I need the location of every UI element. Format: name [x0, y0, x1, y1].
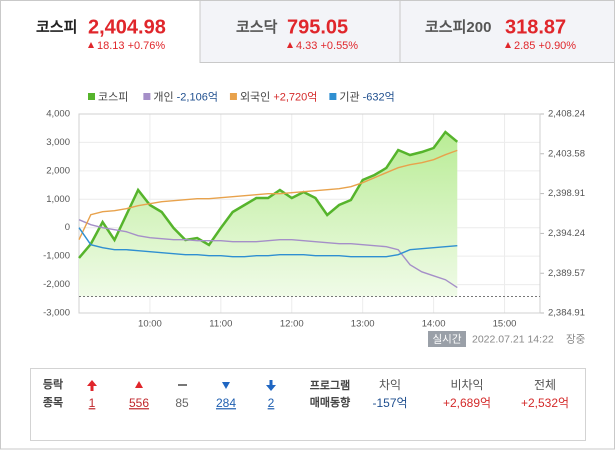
- y2-tick-label: 2,384.91: [548, 308, 585, 319]
- legend-swatch: [229, 93, 237, 100]
- x-tick-label: 10:00: [138, 319, 162, 330]
- tab[interactable]: [399, 0, 615, 63]
- y-tick-label: 2,000: [46, 165, 70, 176]
- y2-tick-label: 2,398.91: [548, 188, 585, 199]
- up-icon: [505, 42, 511, 48]
- legend-label: 외국인: [240, 90, 270, 103]
- down-icon: [222, 382, 230, 389]
- legend-total: +2,720억: [273, 90, 317, 103]
- flat-icon: [178, 384, 187, 386]
- index-name: 코스피: [36, 19, 77, 36]
- up-icon: [287, 42, 293, 48]
- y2-tick-label: 2,403.58: [548, 148, 585, 159]
- breadth-count[interactable]: 2: [268, 396, 275, 410]
- legend-total: -632억: [363, 90, 395, 103]
- x-tick-label: 13:00: [351, 319, 375, 330]
- index-value: 2,404.98: [88, 16, 166, 38]
- index-name: 코스닥: [236, 18, 278, 36]
- program-value: -157억: [372, 396, 407, 410]
- breadth-title: 종목: [43, 396, 63, 409]
- up-icon: [88, 42, 94, 48]
- summary-box: [30, 368, 586, 441]
- series-line: [78, 227, 458, 258]
- y-tick-label: -1,000: [43, 251, 70, 262]
- legend-label: 개인: [153, 90, 173, 103]
- up-icon: [135, 381, 143, 388]
- area: [79, 132, 458, 297]
- index-change: 4.33 +0.55%: [296, 40, 358, 52]
- program-label: 차익: [379, 378, 401, 392]
- legend-swatch: [329, 93, 337, 100]
- timestamp: 2022.07.21 14:22: [472, 333, 554, 345]
- series-line: [78, 149, 458, 240]
- y-tick-label: 1,000: [46, 194, 70, 205]
- button-label: 실시간: [433, 333, 462, 345]
- program-title: 매매동향: [310, 395, 350, 409]
- plot-border: [78, 113, 541, 314]
- limit-down-icon: [266, 380, 276, 391]
- y-tick-label: -3,000: [43, 308, 70, 319]
- legend-swatch: [88, 93, 95, 100]
- legend-swatch: [143, 93, 151, 100]
- index-value: 795.05: [287, 16, 348, 38]
- y-tick-label: -2,000: [43, 279, 70, 290]
- x-tick-label: 14:00: [422, 319, 446, 330]
- tab-active[interactable]: [0, 0, 201, 63]
- program-label: 비차익: [450, 378, 483, 392]
- x-tick-label: 15:00: [493, 319, 517, 330]
- legend-label: 코스피: [98, 90, 128, 103]
- legend-label: 기관: [339, 90, 359, 103]
- breadth-count[interactable]: 284: [216, 396, 236, 410]
- program-label: 전체: [534, 378, 556, 392]
- limit-up-icon: [87, 380, 97, 391]
- tab-joint: [1, 60, 200, 64]
- index-value: 318.87: [505, 16, 566, 38]
- session: 장중: [566, 333, 586, 345]
- index-change: 18.13 +0.76%: [97, 40, 165, 52]
- y-tick-label: 0: [65, 222, 70, 233]
- y-tick-label: 3,000: [46, 137, 70, 148]
- x-tick-label: 11:00: [209, 319, 232, 330]
- breadth-count[interactable]: 1: [89, 396, 96, 410]
- program-value: +2,689억: [443, 396, 491, 410]
- y2-tick-label: 2,394.24: [548, 228, 585, 239]
- y2-tick-label: 2,389.57: [548, 268, 585, 279]
- series-line: [78, 130, 459, 259]
- breadth-title: 등락: [43, 378, 63, 391]
- tab[interactable]: [199, 0, 401, 63]
- index-name: 코스피200: [425, 19, 491, 36]
- program-title: 프로그램: [310, 378, 350, 392]
- realtime-button[interactable]: [428, 331, 466, 347]
- breadth-count: 85: [175, 396, 189, 410]
- legend-total: -2,106억: [177, 90, 218, 103]
- program-value: +2,532억: [521, 396, 569, 410]
- series-line: [78, 219, 458, 289]
- index-change: 2.85 +0.90%: [514, 40, 576, 52]
- breadth-count[interactable]: 556: [129, 396, 149, 410]
- y-tick-label: 4,000: [46, 109, 70, 120]
- x-tick-label: 12:00: [280, 319, 304, 330]
- y2-tick-label: 2,408.24: [548, 109, 585, 120]
